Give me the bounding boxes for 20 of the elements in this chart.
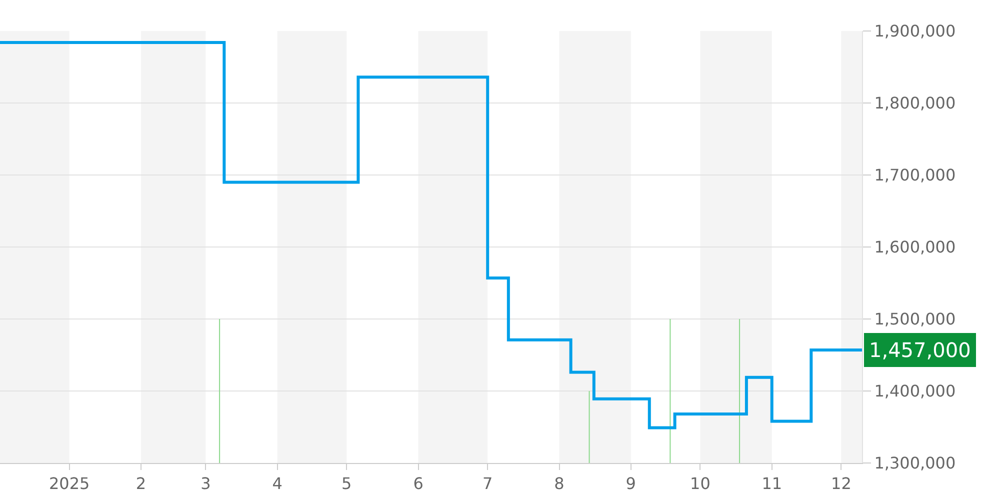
y-tick-label: 1,500,000: [874, 310, 956, 329]
x-tick-label: 3: [200, 474, 211, 494]
x-tick-label: 11: [762, 474, 782, 494]
x-tick-label: 8: [554, 474, 564, 494]
annotation: 1,457,000: [869, 338, 971, 362]
x-tick-label: 4: [272, 474, 282, 494]
x-tick-label: 10: [690, 474, 710, 494]
x-tick-label: 6: [413, 474, 424, 494]
x-tick-label: 9: [626, 474, 636, 494]
x-tick-label: 5: [342, 474, 352, 494]
y-tick-label: 1,700,000: [874, 166, 956, 185]
x-tick-label: 12: [831, 474, 852, 494]
y-tick-label: 1,400,000: [874, 382, 956, 401]
x-tick-label: 2: [136, 474, 146, 494]
x-tick-label: 7: [482, 474, 493, 494]
x-tick-label: 2025: [48, 474, 90, 494]
y-tick-label: 1,900,000: [874, 22, 956, 41]
y-tick-label: 1,300,000: [874, 454, 956, 473]
y-tick-label: 1,800,000: [874, 94, 956, 113]
y-tick-label: 1,600,000: [874, 238, 956, 257]
